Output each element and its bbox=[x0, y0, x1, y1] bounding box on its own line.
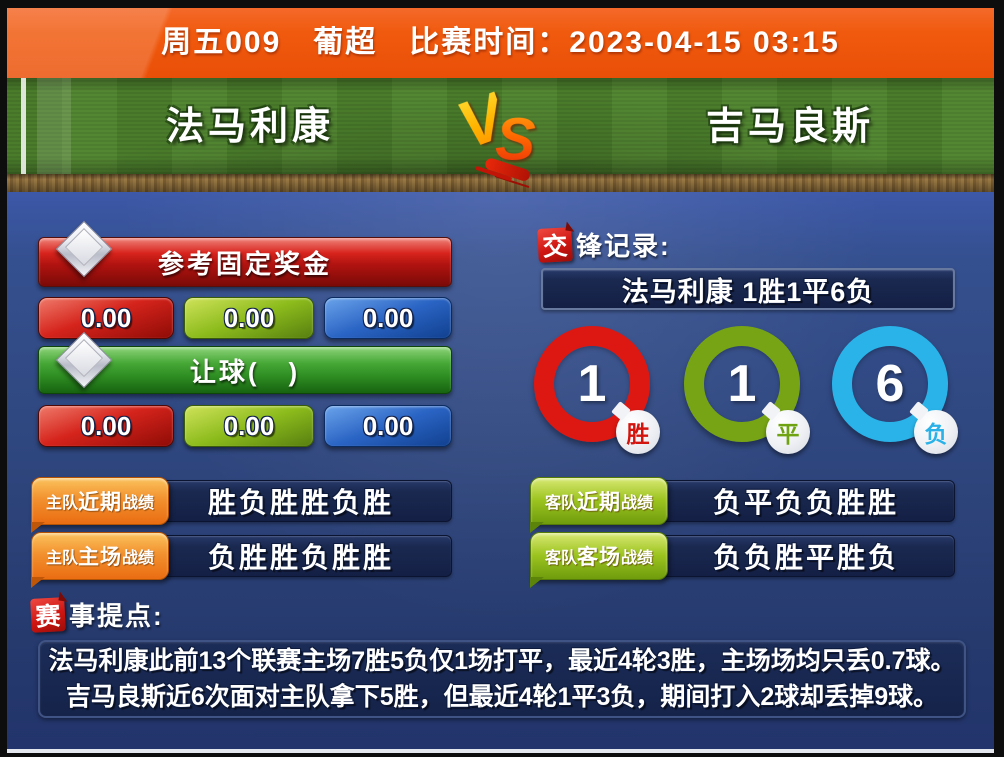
dirt-strip bbox=[7, 174, 994, 192]
wins-count: 1 bbox=[577, 355, 607, 413]
handicap-home-button[interactable]: 0.00 bbox=[38, 405, 174, 447]
match-info-text: 周五009 葡超 比赛时间：2023-04-15 03:15 bbox=[161, 26, 840, 59]
home-recent-record-value: 胜负胜胜负胜 bbox=[207, 487, 394, 518]
tips-badge-icon: 赛 bbox=[30, 596, 66, 633]
draws-count: 1 bbox=[727, 355, 757, 413]
away-away-record-tag: 客队 客场 战绩 bbox=[530, 532, 668, 588]
handicap-title: 让球( ) bbox=[189, 356, 301, 387]
fixed-odds-home-value: 0.00 bbox=[80, 302, 132, 333]
field-line bbox=[21, 78, 26, 174]
losses-label-badge: 负 bbox=[914, 410, 958, 454]
head-to-head-label: 锋记录: bbox=[576, 231, 671, 261]
fixed-odds-title: 参考固定奖金 bbox=[157, 248, 332, 279]
vs-flame-icon: V S bbox=[441, 78, 562, 192]
fixed-odds-draw-button[interactable]: 0.00 bbox=[184, 297, 314, 339]
tag-text: 近期 bbox=[577, 491, 621, 514]
field-stripe bbox=[37, 78, 71, 174]
tag-text: 客队 bbox=[544, 550, 577, 567]
wins-ring: 1 胜 bbox=[534, 326, 660, 454]
handicap-away-value: 0.00 bbox=[362, 410, 414, 441]
tips-line-2: 吉马良斯近6次面对主队拿下5胜，但最近4轮1平3负，期间打入2球却丢掉9球。 bbox=[65, 683, 939, 711]
home-recent-record-tag: 主队 近期 战绩 bbox=[31, 477, 169, 533]
head-to-head-summary: 法马利康 1胜1平6负 bbox=[541, 268, 955, 310]
away-recent-record-tag: 客队 近期 战绩 bbox=[530, 477, 668, 533]
handicap-draw-value: 0.00 bbox=[223, 410, 275, 441]
tag-text: 客场 bbox=[577, 546, 621, 569]
handicap-draw-button[interactable]: 0.00 bbox=[184, 405, 314, 447]
draws-ring: 1 平 bbox=[684, 326, 810, 454]
head-to-head-badge-icon: 交 bbox=[537, 226, 573, 263]
bottom-strip bbox=[7, 749, 994, 753]
away-recent-record-bar: 负平负负胜胜 bbox=[657, 480, 955, 522]
home-home-record-bar: 负胜胜负胜胜 bbox=[150, 535, 452, 577]
pitch-banner: 法马利康 吉马良斯 V S bbox=[7, 78, 994, 192]
tag-text: 战绩 bbox=[621, 550, 654, 567]
match-header-bar: 周五009 葡超 比赛时间：2023-04-15 03:15 bbox=[7, 8, 994, 78]
handicap-away-button[interactable]: 0.00 bbox=[324, 405, 452, 447]
tag-text: 主队 bbox=[45, 550, 78, 567]
tag-text: 战绩 bbox=[122, 550, 155, 567]
wins-label-badge: 胜 bbox=[616, 410, 660, 454]
diamond-gem-icon bbox=[57, 333, 111, 387]
tag-text: 客队 bbox=[544, 495, 577, 512]
away-team-name: 吉马良斯 bbox=[705, 106, 874, 148]
home-recent-record-bar: 胜负胜胜负胜 bbox=[150, 480, 452, 522]
tips-line-1: 法马利康此前13个联赛主场7胜5负仅1场打平，最近4轮3胜，主场场均只丢0.7球… bbox=[48, 647, 956, 675]
tag-text: 主场 bbox=[78, 546, 122, 569]
home-team-name: 法马利康 bbox=[165, 106, 334, 148]
losses-count: 6 bbox=[875, 355, 905, 413]
fixed-odds-away-value: 0.00 bbox=[362, 302, 414, 333]
fixed-odds-away-button[interactable]: 0.00 bbox=[324, 297, 452, 339]
fixed-odds-home-button[interactable]: 0.00 bbox=[38, 297, 174, 339]
main-panel: 参考固定奖金 0.00 0.00 0.00 让球( ) 0.00 0.00 bbox=[7, 192, 994, 749]
handicap-home-value: 0.00 bbox=[80, 410, 132, 441]
head-to-head-summary-text: 法马利康 1胜1平6负 bbox=[621, 276, 875, 307]
tag-text: 战绩 bbox=[122, 495, 155, 512]
fixed-odds-draw-value: 0.00 bbox=[223, 302, 275, 333]
losses-ring: 6 负 bbox=[832, 326, 958, 454]
tips-label: 事提点: bbox=[69, 601, 164, 631]
card-content: 周五009 葡超 比赛时间：2023-04-15 03:15 法马利康 吉马良斯… bbox=[7, 8, 994, 749]
tag-text: 主队 bbox=[45, 495, 78, 512]
tips-header: 赛 事提点: bbox=[30, 596, 164, 633]
tag-text: 近期 bbox=[78, 491, 122, 514]
grass-background bbox=[7, 78, 994, 174]
tips-box: 法马利康此前13个联赛主场7胜5负仅1场打平，最近4轮3胜，主场场均只丢0.7球… bbox=[38, 640, 966, 718]
away-recent-record-value: 负平负负胜胜 bbox=[712, 487, 899, 518]
home-home-record-value: 负胜胜负胜胜 bbox=[207, 542, 394, 573]
head-to-head-header: 交 锋记录: bbox=[537, 226, 671, 263]
away-away-record-bar: 负负胜平胜负 bbox=[657, 535, 955, 577]
tag-text: 战绩 bbox=[621, 495, 654, 512]
diamond-gem-icon bbox=[57, 222, 111, 276]
home-home-record-tag: 主队 主场 战绩 bbox=[31, 532, 169, 588]
draws-label-badge: 平 bbox=[766, 410, 810, 454]
away-away-record-value: 负负胜平胜负 bbox=[712, 542, 899, 573]
